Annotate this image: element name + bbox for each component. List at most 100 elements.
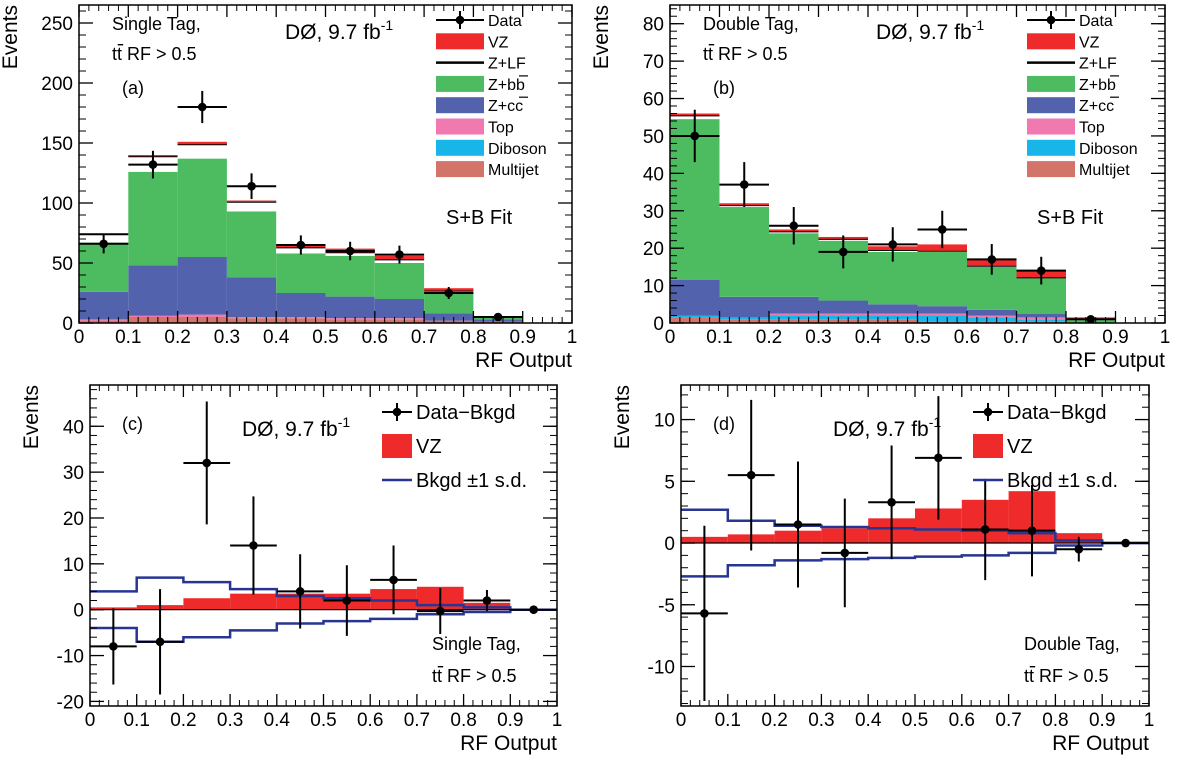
y-tick-label: 5 (664, 472, 675, 493)
data-point (148, 160, 158, 169)
legend-swatch-top (436, 118, 484, 135)
y-tick-label: 30 (643, 202, 664, 223)
data-point (1121, 538, 1130, 548)
x-tick-label: 0.1 (706, 327, 732, 348)
legend-label-zbb: Z+bb (488, 77, 525, 94)
legend-swatch-diboson (1027, 139, 1075, 156)
x-tick-label: 0.2 (756, 327, 782, 348)
x-tick-label: 0.8 (460, 327, 486, 348)
bar-zcc (128, 265, 178, 316)
bar-top (967, 315, 1017, 318)
y-tick-label: 200 (41, 74, 73, 95)
bar-diboson (1016, 319, 1066, 322)
legend-swatch-zbb (1027, 75, 1075, 92)
bar-multijet (719, 319, 769, 323)
bar-zcc (1016, 313, 1066, 318)
bar-multijet (424, 320, 474, 323)
fit-label: S+B Fit (446, 207, 513, 229)
data-point (99, 239, 108, 249)
x-axis-label: RF Output (1068, 349, 1165, 372)
bar-multijet (276, 318, 326, 323)
bar-diboson (670, 315, 720, 318)
region-label-line2: tt RF > 0.5 (112, 44, 197, 64)
x-tick-label: 0.2 (164, 327, 190, 348)
legend-swatch-multijet (1027, 161, 1075, 178)
bar-zcc (967, 309, 1017, 316)
data-point (155, 637, 165, 647)
y-axis-label: Events (611, 385, 634, 449)
bar-zcc (818, 300, 868, 314)
legend-label-data-bkgd: Data−Bkgd (416, 402, 516, 424)
y-tick-label: 0 (664, 534, 675, 555)
bar-multijet (374, 319, 425, 323)
data-point (739, 180, 749, 189)
bar-top (325, 318, 375, 320)
y-tick-label: 30 (63, 463, 84, 484)
bar-top (868, 313, 918, 316)
x-tick-label: 0.7 (995, 710, 1021, 731)
experiment-text: DØ, 9.7 fb (285, 21, 381, 44)
panel-d-double-tag-subtracted: 0 0.1 0.2 0.3 0.4 0.5 0.6 0.7 0.8 0.9 1 -10 -5 0 5 10 RF… (611, 384, 1155, 755)
region-label-line2: tt RF > 0.5 (432, 666, 517, 686)
y-axis-label: Events (590, 5, 613, 69)
x-tick-label: 0.5 (310, 710, 336, 731)
bar-zbb (719, 207, 769, 297)
x-tick-label: 0.3 (214, 327, 240, 348)
x-tick-label: 0.4 (855, 327, 882, 348)
data-point (888, 240, 898, 249)
bar-zbb (128, 171, 178, 266)
bar-zbb (424, 293, 474, 314)
legend-label-zcc: Z+cc (1079, 98, 1114, 115)
x-tick-label: 0.9 (509, 327, 535, 348)
bar-diboson (967, 317, 1017, 322)
bar-diboson (818, 315, 868, 320)
bar-zcc (79, 291, 129, 320)
x-tick-label: 0 (665, 327, 676, 348)
y-tick-label: -10 (57, 647, 84, 668)
bar-zlf (226, 201, 277, 212)
bar-top (917, 313, 967, 316)
bar-multijet (769, 319, 819, 323)
bar-top (1016, 317, 1066, 320)
x-tick-label: 0 (676, 710, 687, 731)
x-tick-label: 0.9 (1102, 327, 1128, 348)
data-point (690, 131, 700, 141)
x-tick-label: 0.1 (715, 710, 741, 731)
x-tick-label: 1 (567, 327, 578, 348)
legend-label-diboson: Diboson (1079, 141, 1138, 158)
bar-zbb (325, 255, 375, 297)
luminosity-exponent: -1 (972, 17, 985, 33)
data-point (934, 453, 943, 463)
bar-top (79, 319, 129, 321)
x-tick-label: 0.1 (123, 710, 149, 731)
bar-top (177, 314, 227, 317)
legend-label-vz: VZ (488, 34, 509, 51)
legend-label-diboson: Diboson (488, 141, 547, 158)
data-point (296, 240, 306, 250)
y-tick-label: -5 (658, 596, 675, 617)
x-tick-label: 0.9 (497, 710, 523, 731)
legend-label-data: Data (1079, 13, 1113, 30)
bar-zcc (177, 257, 227, 315)
y-tick-label: 0 (62, 314, 73, 335)
y-tick-label: 150 (41, 134, 73, 155)
x-tick-label: 0.4 (855, 710, 882, 731)
x-tick-label: 0.4 (263, 327, 290, 348)
x-tick-label: 0.6 (954, 327, 980, 348)
x-tick-label: 0.6 (357, 710, 383, 731)
data-point (980, 525, 990, 534)
region-label-line1: Double Tag, (1024, 634, 1120, 654)
x-tick-label: 0.2 (761, 710, 787, 731)
y-tick-label: 10 (643, 277, 664, 298)
legend-label-bkgd-band: Bkgd ±1 s.d. (1007, 470, 1118, 492)
bar-zbb (226, 211, 277, 278)
data-point (789, 221, 799, 231)
legend-label-vz: VZ (1007, 436, 1033, 458)
bar-diboson (868, 315, 918, 320)
x-tick-label: 1 (1144, 710, 1155, 731)
data-point (987, 255, 997, 264)
bar-multijet (1016, 321, 1066, 323)
region-label-line1: Double Tag, (703, 14, 799, 34)
legend-swatch-top (1027, 118, 1075, 135)
bar-zcc (424, 313, 474, 321)
